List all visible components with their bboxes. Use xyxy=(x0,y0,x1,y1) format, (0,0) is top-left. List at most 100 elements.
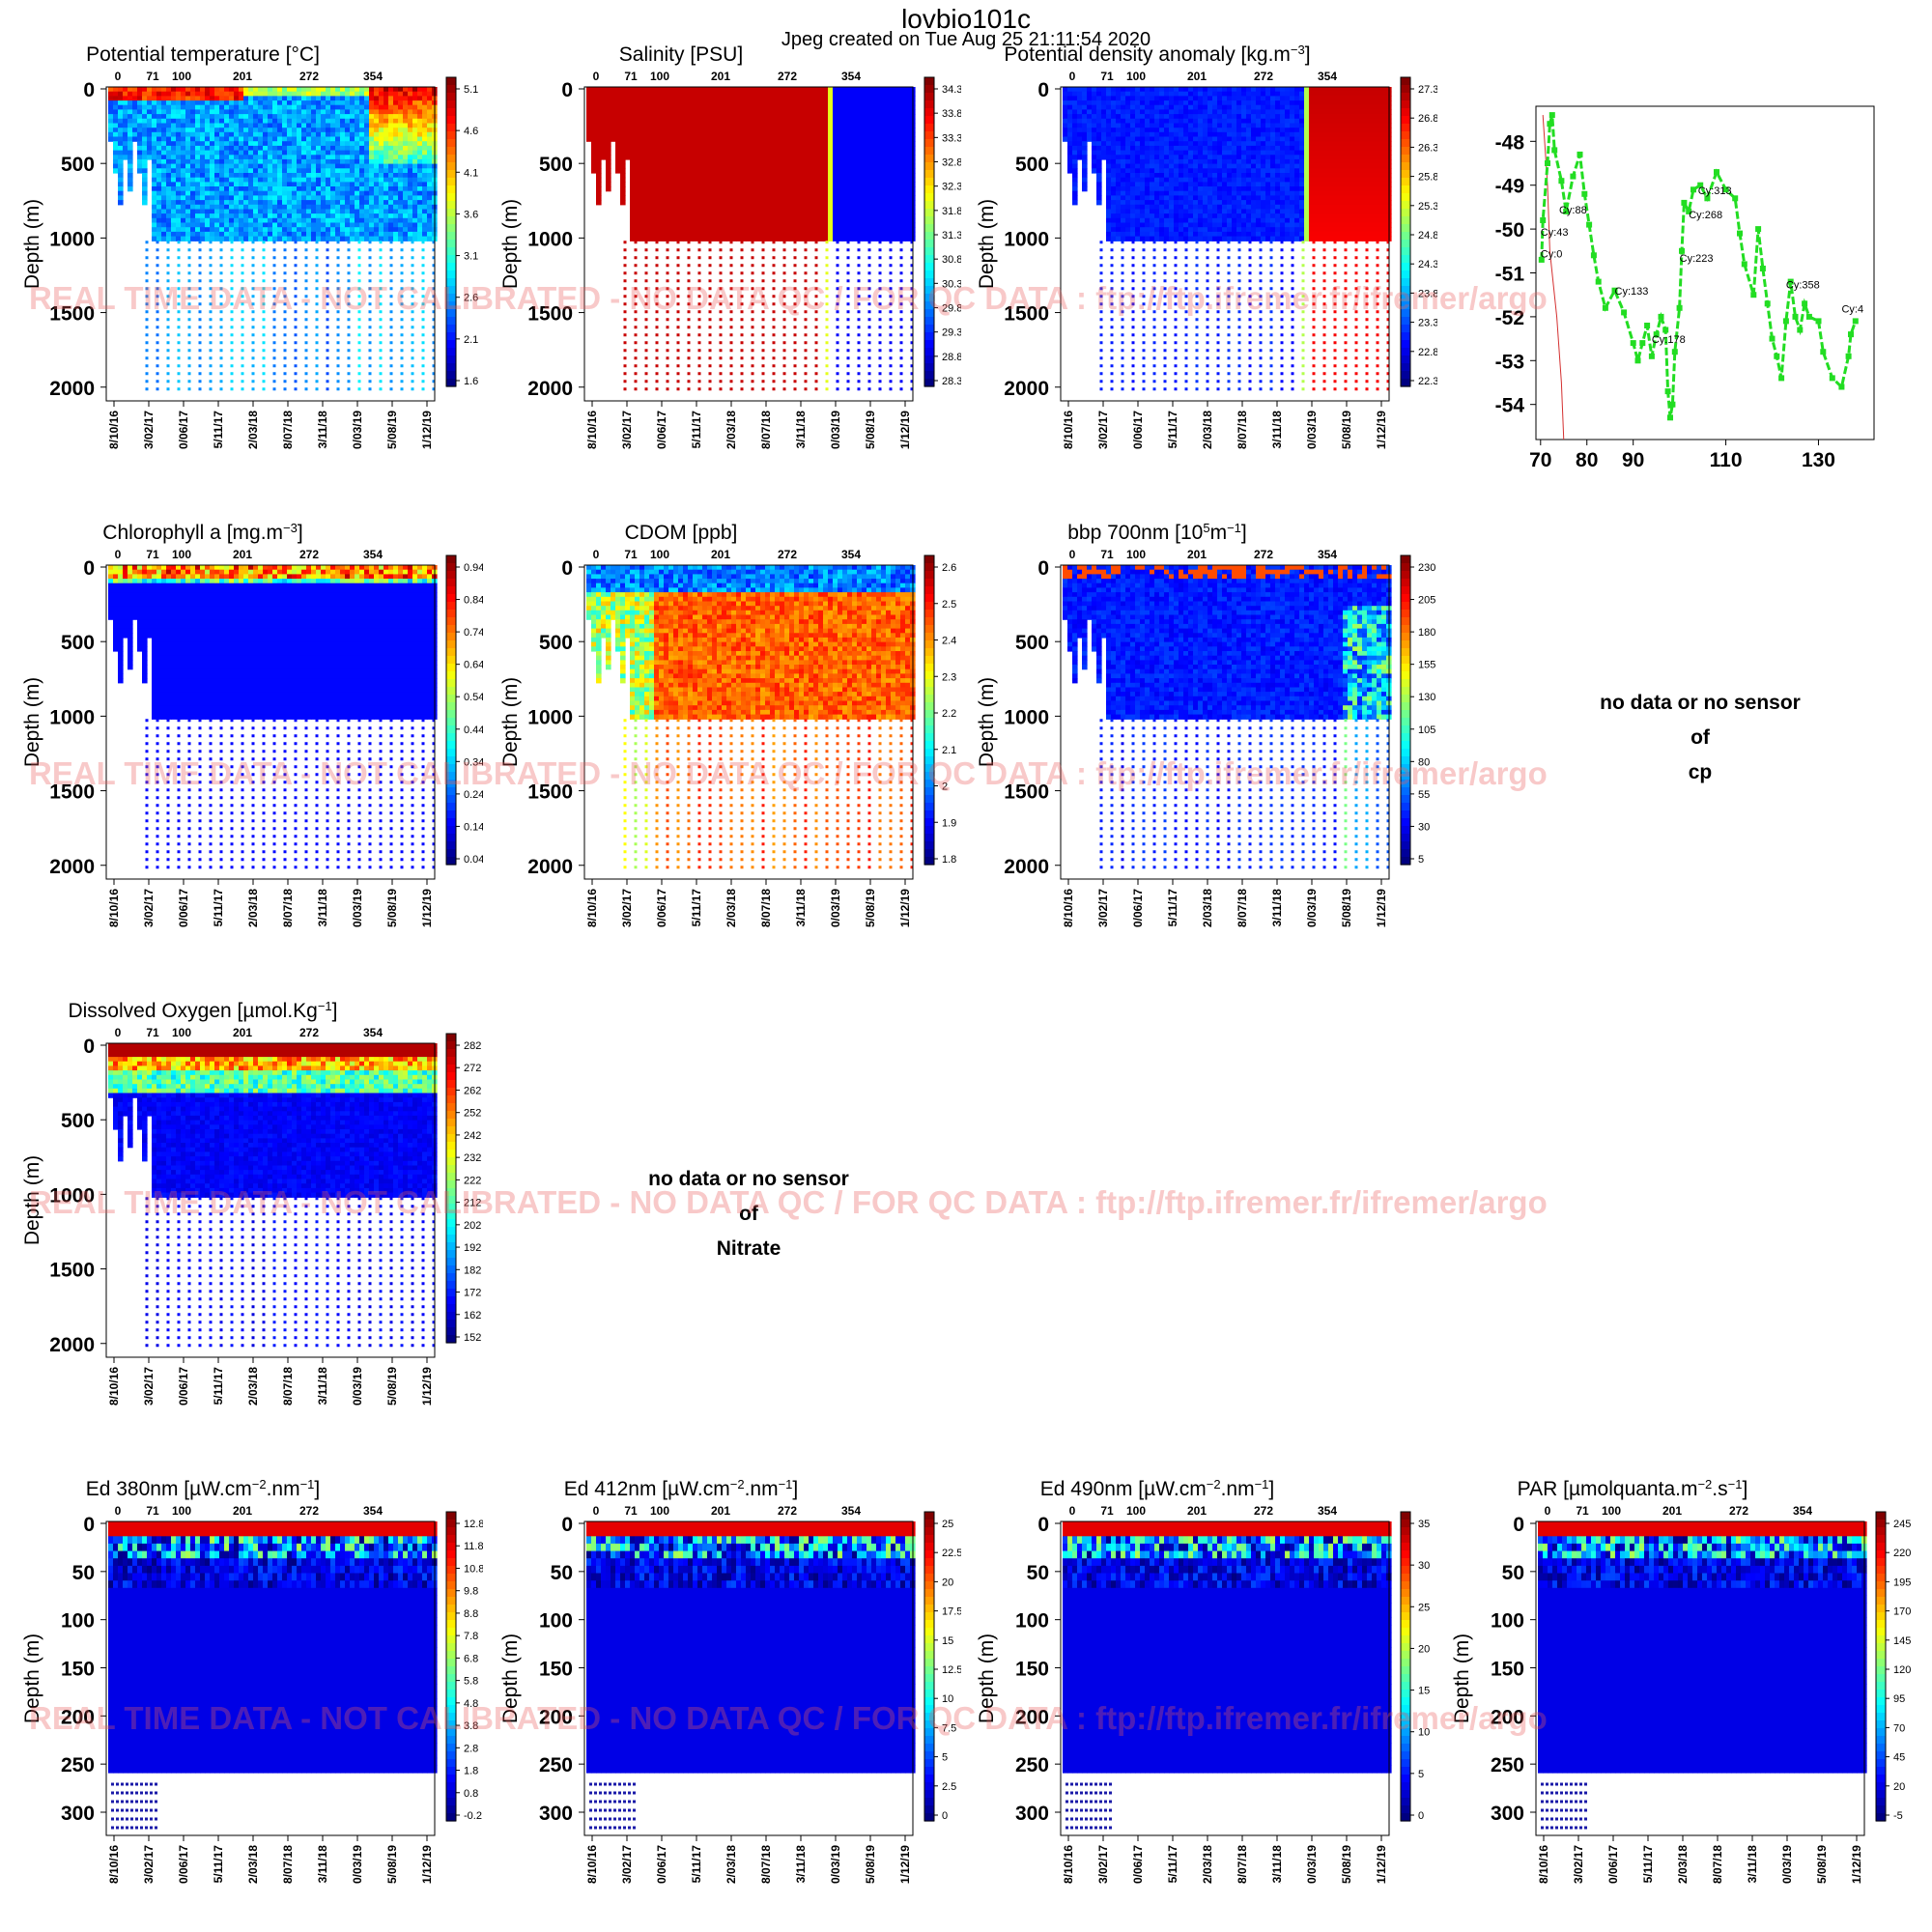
cycle-tick-label: 201 xyxy=(233,548,252,561)
colorbar-tick-label: 95 xyxy=(1893,1693,1905,1705)
trajectory-point xyxy=(1595,278,1602,285)
colorbar-tick-label: 29.3 xyxy=(942,327,961,339)
chart-title-dens: Potential density anomaly [kg.m−3] xyxy=(1004,43,1310,66)
date-tick-label: 23/11/18 xyxy=(794,1845,808,1884)
cycle-tick-label: 100 xyxy=(650,548,669,561)
trajectory-point xyxy=(1621,309,1628,316)
date-tick-label: 23/02/17 xyxy=(142,1367,156,1406)
colorbar-tick-label: 22.3 xyxy=(1418,376,1437,387)
depth-tick-label: 0 xyxy=(1037,1514,1049,1536)
trajectory-point xyxy=(1722,186,1729,193)
depth-tick-label: 250 xyxy=(1491,1754,1524,1776)
date-tick-label: 18/07/18 xyxy=(281,1845,295,1884)
date-tick-label: 18/07/18 xyxy=(281,411,295,449)
date-tick-label: 11/12/19 xyxy=(420,411,434,449)
chart-panel-bbp: bbp 700nm [105m−1] 0 71 100 201 272 354 0 500 100… xyxy=(954,521,1437,934)
depth-tick-label: 150 xyxy=(539,1659,573,1681)
map-lat-tick: -54 xyxy=(1495,395,1525,417)
date-tick-label: 30/03/19 xyxy=(829,411,842,449)
chart-svg-par: PAR [µmolquanta.m−2.s−1] 0 71 100 201 272 354 0… xyxy=(1451,1477,1911,1890)
deep-profile-dots-temp xyxy=(145,241,436,393)
date-tick-label: 05/11/17 xyxy=(212,889,225,927)
depth-tick-label: 1500 xyxy=(1004,781,1049,804)
date-tick-label: 05/08/19 xyxy=(385,411,399,449)
colorbar-tick-label: 28.8 xyxy=(942,352,961,363)
colorbar-tick-label: 33.3 xyxy=(942,132,961,144)
cycle-label: Cy:358 xyxy=(1786,279,1820,291)
date-tick-label: 12/03/18 xyxy=(1201,889,1214,927)
depth-tick-label: 1500 xyxy=(49,1260,95,1282)
depth-tick-label: 1500 xyxy=(49,781,95,804)
depth-tick-label: 2000 xyxy=(527,378,573,400)
colorbar-tick-label: 0.74 xyxy=(464,627,483,639)
trajectory-point xyxy=(1644,323,1651,328)
colorbar-tick-label: 10 xyxy=(1418,1727,1430,1739)
colorbar-tick-label: 30.8 xyxy=(942,254,961,266)
colorbar-tick-label: 2.3 xyxy=(942,671,956,683)
date-tick-label: 23/02/17 xyxy=(1096,411,1110,449)
chart-svg-temp: Potential temperature [°C] 0 71 100 201 272 35… xyxy=(21,43,478,456)
deep-profile-dots-par xyxy=(1541,1782,1589,1830)
date-tick-label: 05/11/17 xyxy=(1641,1845,1655,1884)
date-tick-label: 12/03/18 xyxy=(246,889,260,927)
cycle-tick-label: 272 xyxy=(1254,1504,1273,1518)
colorbar-tick-label: 15 xyxy=(942,1635,953,1647)
colorbar-tick-label: 3.8 xyxy=(464,1720,478,1732)
cycle-tick-label: 272 xyxy=(299,548,319,561)
colorbar-tick-label: 80 xyxy=(1418,756,1430,768)
cycle-tick-label: 354 xyxy=(841,70,861,83)
deep-profile-dots-chl xyxy=(145,719,436,871)
cycle-tick-label: 272 xyxy=(778,1504,797,1518)
date-tick-label: 23/02/17 xyxy=(142,889,156,927)
date-tick-label: 18/10/16 xyxy=(585,889,599,927)
date-tick-label: 12/03/18 xyxy=(1676,1845,1690,1884)
colorbar-tick-label: 272 xyxy=(464,1063,481,1074)
heatmap-field-dens xyxy=(1063,87,1392,242)
colorbar-oxy: 282 272 262 252 242 232 222 212 202 192 182 172 162 1… xyxy=(445,1033,481,1344)
cycle-tick-label: 71 xyxy=(1100,70,1114,83)
y-axis-label: Depth (m) xyxy=(21,1155,43,1245)
cycle-tick-label: 0 xyxy=(1069,548,1076,561)
trajectory-point xyxy=(1581,190,1588,197)
date-tick-label: 18/10/16 xyxy=(1062,889,1075,927)
colorbar-tick-label: 1.6 xyxy=(464,376,478,387)
chart-svg-dens: Potential density anomaly [kg.m−3] 0 71 100… xyxy=(976,43,1438,456)
colorbar-tick-label: 17.5 xyxy=(942,1606,961,1618)
y-axis-label: Depth (m) xyxy=(21,1634,43,1723)
heatmap-field-ed412 xyxy=(586,1521,916,1774)
date-tick-label: 12/03/18 xyxy=(1201,411,1214,449)
colorbar-tick-label: 2.5 xyxy=(942,1781,956,1793)
date-tick-label: 23/11/18 xyxy=(794,411,808,449)
map-svg: Cy:0 Cy:43 Cy:88 Cy:133 Cy:178 Cy:223 Cy:268 Cy… xyxy=(1495,105,1875,471)
trajectory-point xyxy=(1653,331,1660,338)
depth-tick-label: 0 xyxy=(561,1514,573,1536)
cycle-tick-label: 71 xyxy=(624,70,638,83)
colorbar-tick-label: 145 xyxy=(1893,1635,1911,1647)
cycle-tick-label: 71 xyxy=(1100,1504,1114,1518)
trajectory-point xyxy=(1741,261,1747,268)
map-lat-tick: -52 xyxy=(1495,307,1524,329)
cycle-tick-label: 354 xyxy=(363,548,383,561)
colorbar-tick-label: 1.8 xyxy=(942,854,956,866)
map-lon-tick: 70 xyxy=(1529,449,1551,471)
deep-profile-dots-oxy xyxy=(145,1197,436,1350)
colorbar-tick-label: 2.5 xyxy=(942,599,956,611)
chart-svg-ed380: Ed 380nm [µW.cm−2.nm−1]0 71 100 201 272 35405… xyxy=(21,1477,484,1890)
trajectory-point xyxy=(1755,226,1762,233)
nodata-nitrate-line2: of xyxy=(555,1197,942,1232)
colorbar-tick-label: 2 xyxy=(942,781,948,793)
cycle-tick-label: 71 xyxy=(146,1026,159,1039)
depth-tick-label: 500 xyxy=(61,154,95,176)
colorbar-tick-label: 20 xyxy=(1893,1781,1905,1793)
date-tick-label: 30/03/19 xyxy=(351,889,364,927)
depth-tick-label: 100 xyxy=(1015,1610,1049,1633)
trajectory-point xyxy=(1820,349,1827,355)
colorbar-tick-label: 2.6 xyxy=(942,562,956,574)
date-tick-label: 18/10/16 xyxy=(585,1845,599,1884)
date-tick-label: 23/11/18 xyxy=(316,411,329,449)
colorbar-tick-label: 32.8 xyxy=(942,157,961,169)
trajectory-point xyxy=(1838,384,1845,390)
colorbar-tick-label: 0 xyxy=(942,1810,948,1822)
chart-svg-ed490: Ed 490nm [µW.cm−2.nm−1]0 71 100 201 272 35405… xyxy=(976,1477,1430,1890)
depth-tick-label: 500 xyxy=(539,154,573,176)
